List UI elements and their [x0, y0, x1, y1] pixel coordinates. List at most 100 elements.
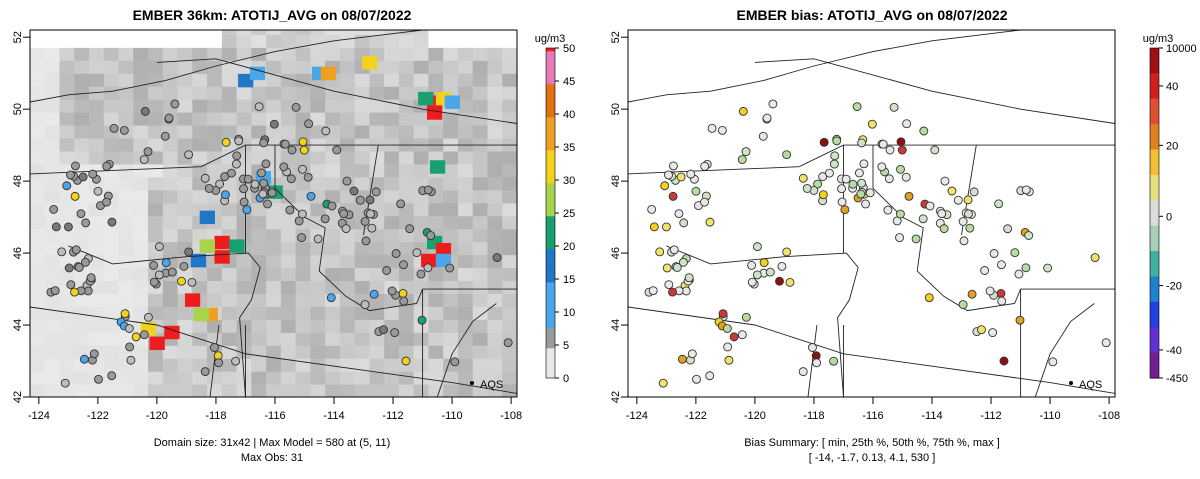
- model-grid-cell: [118, 30, 134, 35]
- model-grid-cell: [162, 280, 179, 294]
- model-grid-cell: [487, 112, 503, 126]
- colorbar-tick-label: 25: [563, 208, 575, 220]
- model-grid-cell: [148, 73, 164, 87]
- model-grid-cell: [192, 34, 208, 48]
- model-grid-cell: [443, 280, 459, 294]
- model-grid-cell: [295, 319, 311, 333]
- model-grid-cell: [295, 241, 311, 256]
- colorbar-segment: [546, 51, 555, 56]
- station-point: [279, 162, 289, 172]
- station-point: [214, 358, 224, 368]
- station-point: [669, 245, 679, 255]
- model-grid-cell: [472, 189, 489, 204]
- station-point: [390, 328, 400, 338]
- colorbar-segment: [546, 292, 555, 297]
- model-grid-cell: [103, 267, 120, 282]
- model-grid-cell: [89, 30, 105, 35]
- model-grid-cell: [177, 228, 193, 243]
- model-grid-cell: [457, 47, 474, 61]
- model-grid-cell: [310, 30, 326, 35]
- model-grid-cell: [369, 99, 385, 113]
- model-grid-cell: [295, 86, 311, 100]
- station-point: [231, 356, 241, 366]
- model-grid-cell: [133, 137, 149, 152]
- model-grid-cell: [369, 163, 385, 178]
- model-grid-cell: [192, 228, 208, 243]
- model-grid-cell: [207, 30, 223, 35]
- model-grid-cell: [207, 163, 223, 178]
- station-point: [93, 186, 103, 196]
- model-grid-cell: [162, 358, 179, 372]
- model-grid-cell: [325, 176, 341, 191]
- station-point: [668, 287, 677, 297]
- station-point: [261, 159, 271, 169]
- station-point: [120, 309, 130, 319]
- model-grid-cell: [44, 73, 61, 87]
- station-point: [369, 289, 379, 299]
- colorbar-segment: [1150, 48, 1159, 74]
- model-grid-cell: [502, 228, 517, 243]
- model-grid-cell: [295, 280, 311, 294]
- station-point: [49, 204, 59, 214]
- left-colorbar-unit: ug/m3: [535, 33, 566, 45]
- model-grid-cell: [162, 150, 179, 165]
- model-grid-cell: [148, 163, 164, 178]
- model-grid-cell: [443, 150, 459, 165]
- model-grid-cell: [413, 215, 430, 230]
- model-grid-cell: [59, 345, 75, 359]
- station-point: [759, 258, 769, 268]
- station-point: [1014, 269, 1024, 279]
- model-grid-cell: [74, 47, 90, 61]
- station-point: [342, 176, 352, 186]
- model-grid-cell: [148, 34, 164, 48]
- model-grid-cell: [133, 215, 149, 230]
- station-point: [379, 325, 388, 335]
- station-point: [313, 234, 323, 244]
- station-point: [102, 197, 111, 207]
- station-point: [187, 277, 197, 287]
- model-grid-cell: [192, 30, 208, 35]
- station-point: [291, 102, 301, 112]
- station-point: [857, 178, 867, 188]
- station-point: [299, 145, 309, 155]
- colorbar-segment: [546, 193, 555, 198]
- model-grid-cell: [457, 30, 474, 35]
- model-grid-cell: [280, 189, 297, 204]
- station-point: [286, 174, 296, 184]
- colorbar-segment: [546, 371, 555, 376]
- station-point: [930, 145, 940, 155]
- model-grid-cell: [339, 371, 356, 385]
- model-grid-cell: [103, 228, 120, 243]
- model-grid-cell: [354, 99, 371, 113]
- colorbar-segment: [546, 176, 555, 181]
- model-grid-cell: [59, 137, 75, 152]
- model-grid-cell: [207, 124, 223, 139]
- model-grid-cell: [428, 319, 444, 333]
- model-grid-cell: [266, 215, 282, 230]
- model-grid-cell: [89, 99, 105, 113]
- model-grid-cell: [413, 150, 430, 165]
- model-grid-cell: [148, 358, 164, 372]
- model-grid-cell: [398, 371, 415, 385]
- model-grid-cell: [177, 202, 193, 217]
- model-grid-cell: [428, 34, 444, 48]
- station-point: [737, 330, 747, 340]
- model-grid-cell: [148, 371, 164, 385]
- state-border: [209, 324, 220, 397]
- model-grid-cell: [148, 112, 164, 126]
- model-grid-cell: [30, 137, 46, 152]
- model-grid-cell: [384, 345, 400, 359]
- station-point: [89, 349, 99, 359]
- model-grid-cell: [502, 345, 517, 359]
- model-grid-cell: [162, 163, 179, 178]
- colorbar-segment: [546, 345, 555, 349]
- colorbar-segment: [546, 213, 555, 217]
- model-grid-cell: [428, 47, 444, 61]
- model-grid-cell: [457, 60, 474, 74]
- model-grid-cell: [502, 202, 517, 217]
- model-grid-cell: [103, 137, 120, 152]
- station-point: [958, 217, 968, 226]
- model-grid-cell: [59, 124, 75, 139]
- station-point: [684, 273, 694, 283]
- model-grid-cell: [428, 176, 444, 191]
